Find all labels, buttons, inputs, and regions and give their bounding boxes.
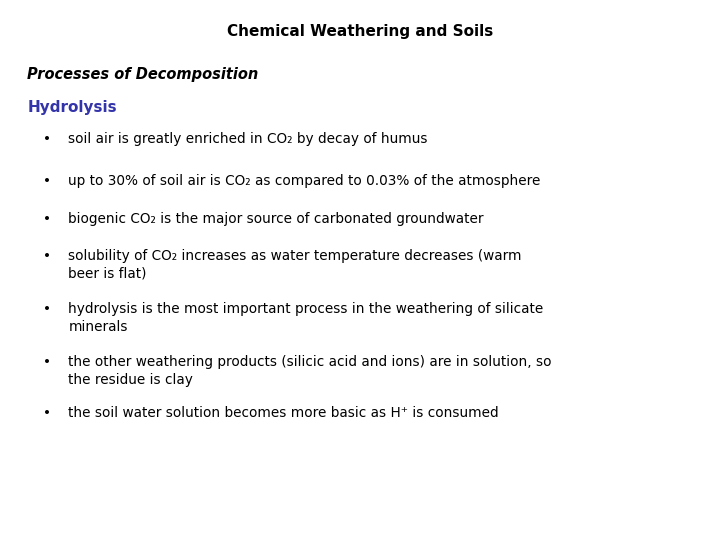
Text: •: •	[42, 249, 51, 264]
Text: Hydrolysis: Hydrolysis	[27, 100, 117, 115]
Text: the other weathering products (silicic acid and ions) are in solution, so
the re: the other weathering products (silicic a…	[68, 355, 552, 387]
Text: •: •	[42, 132, 51, 146]
Text: hydrolysis is the most important process in the weathering of silicate
minerals: hydrolysis is the most important process…	[68, 302, 544, 334]
Text: •: •	[42, 174, 51, 188]
Text: •: •	[42, 302, 51, 316]
Text: •: •	[42, 355, 51, 369]
Text: up to 30% of soil air is CO₂ as compared to 0.03% of the atmosphere: up to 30% of soil air is CO₂ as compared…	[68, 174, 541, 188]
Text: soil air is greatly enriched in CO₂ by decay of humus: soil air is greatly enriched in CO₂ by d…	[68, 132, 428, 146]
Text: Processes of Decomposition: Processes of Decomposition	[27, 68, 258, 83]
Text: Chemical Weathering and Soils: Chemical Weathering and Soils	[227, 24, 493, 39]
Text: solubility of CO₂ increases as water temperature decreases (warm
beer is flat): solubility of CO₂ increases as water tem…	[68, 249, 522, 281]
Text: •: •	[42, 212, 51, 226]
Text: biogenic CO₂ is the major source of carbonated groundwater: biogenic CO₂ is the major source of carb…	[68, 212, 484, 226]
Text: •: •	[42, 406, 51, 420]
Text: the soil water solution becomes more basic as H⁺ is consumed: the soil water solution becomes more bas…	[68, 406, 499, 420]
